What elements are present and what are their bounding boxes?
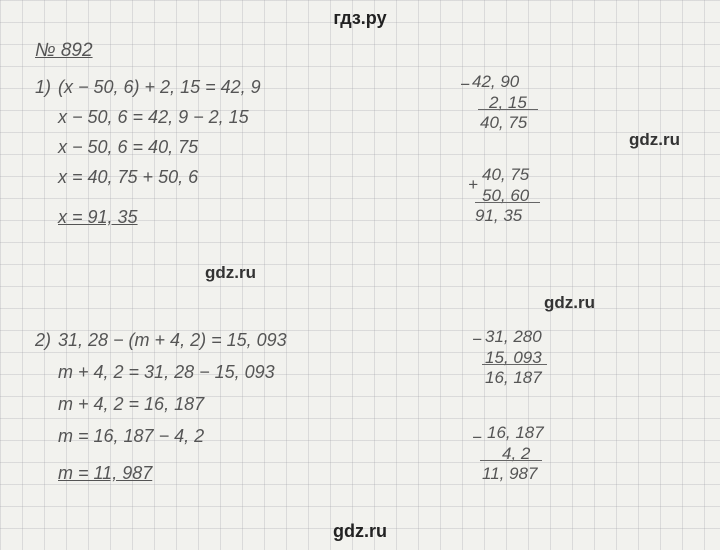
- column-op-minus: −: [472, 330, 482, 350]
- column-calc-result: 11, 987: [482, 464, 537, 484]
- watermark: gdz.ru: [544, 293, 595, 313]
- column-calc: 16, 187: [487, 423, 544, 443]
- column-op-minus: −: [460, 75, 470, 95]
- part2-index: 2): [35, 330, 51, 351]
- part2-equation: 31, 28 − (m + 4, 2) = 15, 093: [58, 330, 287, 351]
- column-calc: 40, 75: [482, 165, 529, 185]
- column-op-plus: +: [468, 175, 478, 195]
- part2-answer: m = 11, 987: [58, 463, 152, 484]
- watermark: gdz.ru: [629, 130, 680, 150]
- part1-equation: (x − 50, 6) + 2, 15 = 42, 9: [58, 77, 261, 98]
- column-calc-result: 40, 75: [480, 113, 527, 133]
- part1-equation: x − 50, 6 = 42, 9 − 2, 15: [58, 107, 249, 128]
- calc-underline: [480, 460, 542, 461]
- column-calc: 15, 093: [485, 348, 542, 368]
- column-calc: 50, 60: [482, 186, 529, 206]
- part2-equation: m + 4, 2 = 16, 187: [58, 394, 204, 415]
- column-calc: 42, 90: [472, 72, 519, 92]
- column-calc: 2, 15: [489, 93, 527, 113]
- part1-equation: x − 50, 6 = 40, 75: [58, 137, 198, 158]
- column-op-minus: −: [472, 428, 482, 448]
- calc-underline: [478, 109, 538, 110]
- site-header: гдз.ру: [333, 8, 386, 29]
- calc-underline: [475, 202, 540, 203]
- problem-number: № 892: [35, 40, 93, 62]
- part2-equation: m + 4, 2 = 31, 28 − 15, 093: [58, 362, 275, 383]
- part1-index: 1): [35, 77, 51, 98]
- part1-equation: x = 40, 75 + 50, 6: [58, 167, 198, 188]
- calc-underline: [482, 364, 547, 365]
- site-footer: gdz.ru: [333, 521, 387, 542]
- column-calc: 4, 2: [502, 444, 530, 464]
- column-calc-result: 16, 187: [485, 368, 542, 388]
- part2-equation: m = 16, 187 − 4, 2: [58, 426, 204, 447]
- watermark: gdz.ru: [205, 263, 256, 283]
- part1-answer: x = 91, 35: [58, 207, 138, 228]
- column-calc-result: 91, 35: [475, 206, 522, 226]
- column-calc: 31, 280: [485, 327, 542, 347]
